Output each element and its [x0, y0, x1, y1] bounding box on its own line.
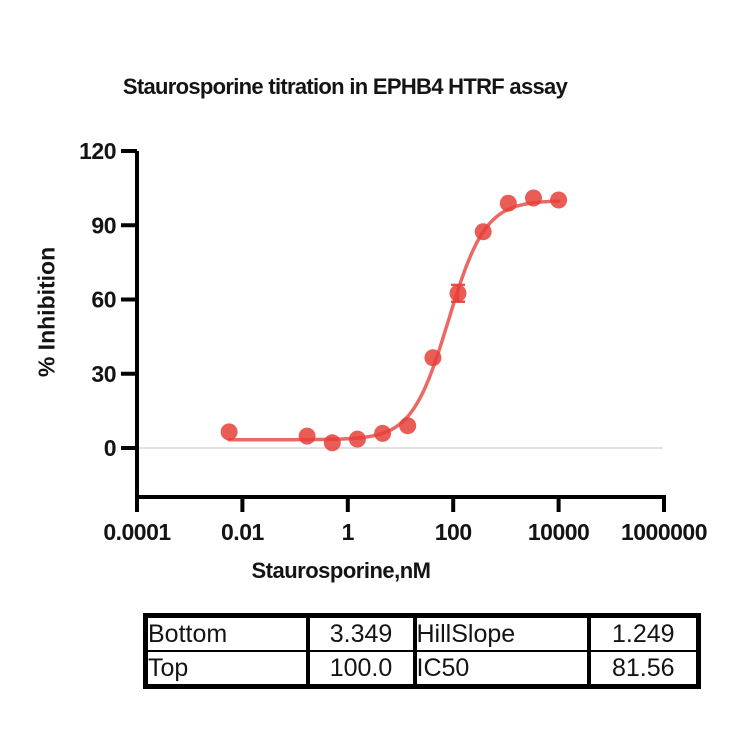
data-point [525, 189, 542, 207]
y-tick-label: 0 [104, 435, 116, 461]
chart-title: Staurosporine titration in EPHB4 HTRF as… [122, 74, 568, 99]
fit-results-table: Bottom 3.349 HillSlope 1.249 Top 100.0 I… [143, 613, 701, 689]
y-tick-label: 120 [79, 138, 116, 164]
param-name-ic50: IC50 [412, 650, 591, 688]
param-name-bottom: Bottom [143, 614, 310, 652]
data-point [374, 424, 392, 442]
fit-curve [227, 199, 561, 442]
param-value-bottom: 3.349 [305, 614, 417, 652]
x-tick-label: 1 [342, 519, 355, 545]
param-name-hillslope: HillSlope [412, 614, 591, 652]
data-point [499, 194, 517, 212]
param-value-top: 100.0 [305, 650, 417, 688]
table-row: Bottom 3.349 HillSlope 1.249 [143, 614, 701, 652]
data-point [449, 284, 467, 302]
data-point [424, 349, 442, 367]
param-value-ic50: 81.56 [586, 650, 701, 688]
x-tick-label: 1000000 [621, 519, 707, 545]
param-value-hillslope: 1.249 [586, 614, 701, 652]
data-point [474, 223, 492, 241]
data-point [298, 427, 316, 445]
data-point [399, 417, 417, 435]
data-point [220, 423, 238, 441]
param-name-top: Top [143, 650, 310, 688]
data-point [348, 430, 366, 448]
dose-response-plot: 0 30 60 90 120 0.0001 0.01 1 100 10000 1000000 [79, 138, 707, 545]
y-tick-label: 90 [91, 212, 116, 238]
y-tick-label: 60 [91, 287, 116, 313]
data-point [550, 191, 568, 209]
data-point [323, 434, 341, 452]
y-tick-label: 30 [91, 361, 116, 387]
table-row: Top 100.0 IC50 81.56 [143, 650, 701, 688]
x-tick-label: 0.0001 [103, 519, 171, 545]
x-axis-label: Staurosporine,nM [251, 558, 431, 583]
x-tick-label: 10000 [528, 519, 589, 545]
x-tick-label: 100 [435, 519, 472, 545]
x-tick-label: 0.01 [221, 519, 264, 545]
